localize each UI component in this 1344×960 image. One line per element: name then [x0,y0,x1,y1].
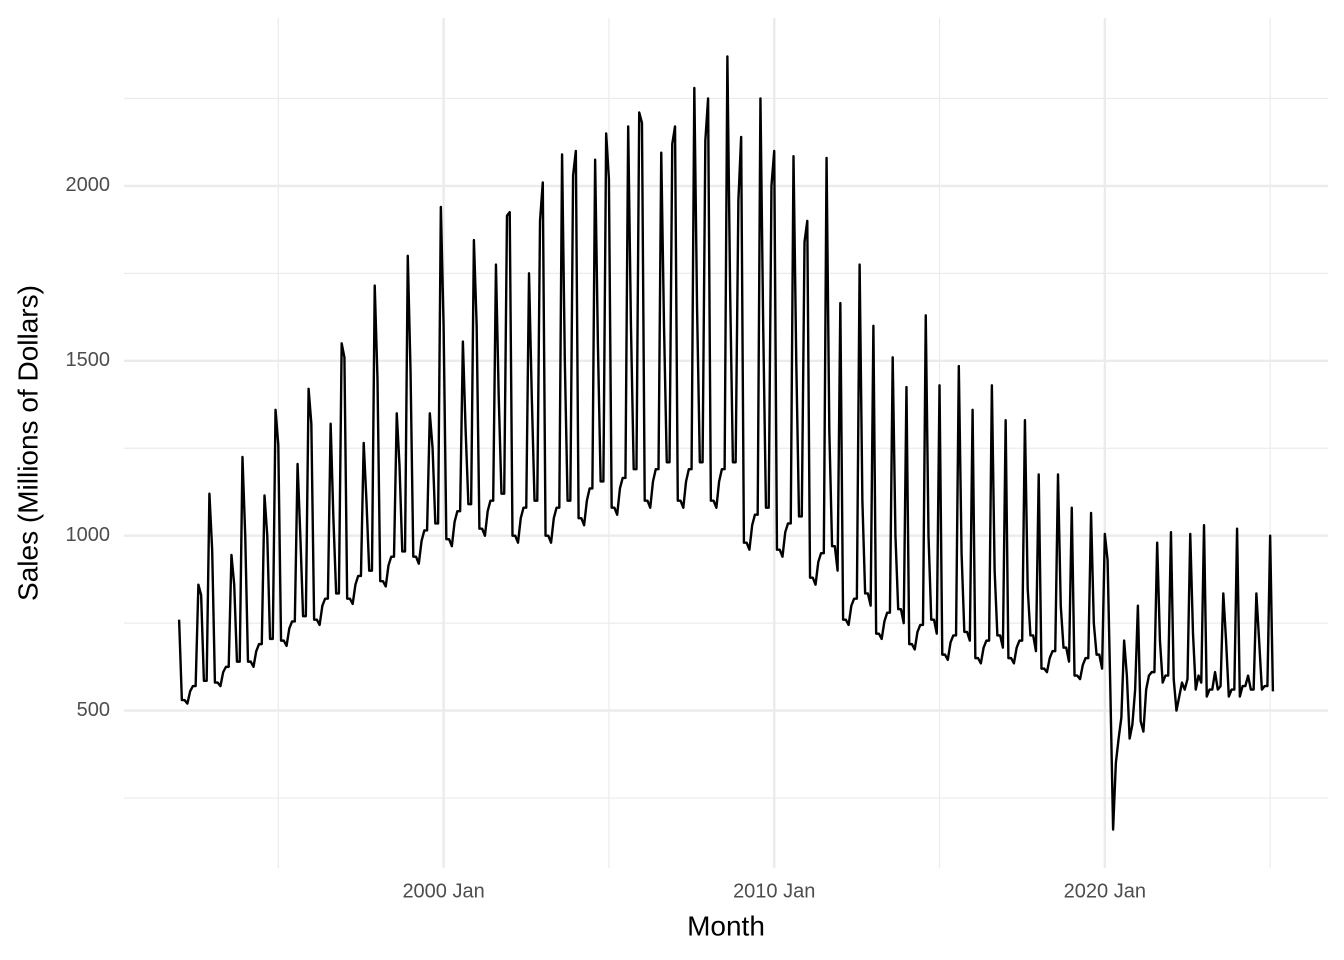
line [177,55,1275,831]
x-axis-title: Month [687,910,765,941]
marks [177,55,1275,831]
y-tick-label: 500 [77,699,110,721]
x-tick-label: 2000 Jan [402,880,484,902]
y-tick-label: 1500 [66,349,111,371]
x-tick-label: 2020 Jan [1064,880,1146,902]
y-axis-title: Sales (Millions of Dollars) [12,285,43,601]
x-tick-label: 2010 Jan [733,880,815,902]
y-tick-label: 2000 [66,174,111,196]
y-tick-label: 1000 [66,524,111,546]
